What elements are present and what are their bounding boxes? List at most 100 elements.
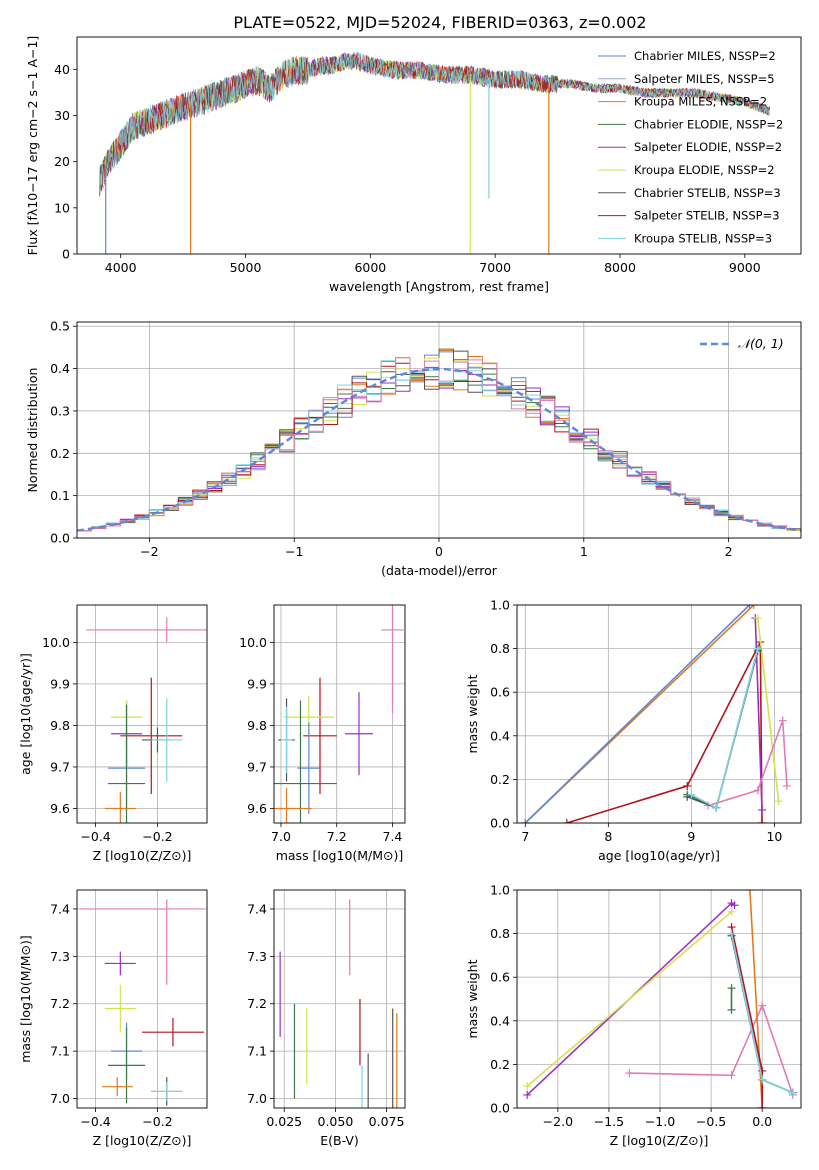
y-tick-label: 0.0 bbox=[490, 816, 510, 831]
y-axis-label: mass weight bbox=[465, 674, 480, 753]
y-tick-label: 40 bbox=[54, 62, 70, 77]
plus-marker bbox=[523, 1090, 532, 1099]
axes-frame bbox=[273, 889, 406, 1109]
panel-mass-weight-vs-age: 7 8 9 10 0.0 0.2 0.4 0.6 0.8 1.0 age [log10(age/yr… bbox=[465, 598, 802, 863]
y-tick-label: 0.0 bbox=[490, 1101, 510, 1116]
y-tick-label: 0.6 bbox=[490, 970, 510, 985]
x-axis-label: Z [log10(Z/Z⊙)] bbox=[610, 1133, 709, 1148]
plot-area-mass-vs-EBV bbox=[279, 899, 398, 1108]
y-tick-label: 0.2 bbox=[490, 1057, 510, 1072]
x-tick-label: 7.4 bbox=[383, 829, 403, 844]
x-tick-label: −0.4 bbox=[80, 1114, 110, 1129]
y-tick-label: 0.2 bbox=[50, 446, 70, 461]
panel-spectrum: 4000 5000 6000 7000 8000 9000 0 10 20 30 40 wavelen… bbox=[25, 36, 802, 294]
x-tick-label: −1.5 bbox=[594, 1114, 624, 1129]
x-tick-label: 0.075 bbox=[369, 1114, 405, 1129]
plus-marker bbox=[521, 819, 530, 823]
x-axis-label: Z [log10(Z/Z⊙)] bbox=[93, 848, 192, 863]
panel-mass-weight-vs-Z: −2.0 −1.5 −1.0 −0.5 0.0 0.0 0.2 0.4 0.6 0.8 1.0 Z [… bbox=[465, 883, 802, 1148]
y-tick-label: 0.4 bbox=[490, 1013, 510, 1028]
legend-entry: Kroupa STELIB, NSSP=3 bbox=[634, 231, 772, 245]
x-tick-label: 1 bbox=[580, 544, 588, 559]
plus-marker bbox=[753, 644, 762, 653]
plus-marker bbox=[753, 786, 762, 795]
x-axis-label: mass [log10(M/M⊙)] bbox=[276, 848, 404, 863]
plus-marker bbox=[727, 907, 736, 916]
mass-weight-line bbox=[754, 618, 763, 810]
x-tick-label: 9 bbox=[687, 829, 695, 844]
y-tick-label: 7.2 bbox=[247, 996, 267, 1011]
legend-entry: Salpeter ELODIE, NSSP=2 bbox=[634, 140, 782, 154]
y-tick-label: 9.8 bbox=[247, 718, 267, 733]
legend-entry: Salpeter MILES, NSSP=5 bbox=[634, 72, 775, 86]
y-tick-label: 9.6 bbox=[247, 801, 267, 816]
x-tick-label: 0.050 bbox=[318, 1114, 354, 1129]
y-tick-label: 0.8 bbox=[490, 926, 510, 941]
x-tick-label: 6000 bbox=[354, 260, 386, 275]
y-tick-label: 20 bbox=[54, 154, 70, 169]
x-axis-label: Z [log10(Z/Z⊙)] bbox=[93, 1133, 192, 1148]
y-axis-label: age [log10(age/yr)] bbox=[18, 653, 33, 775]
y-tick-label: 7.4 bbox=[247, 901, 267, 916]
y-tick-label: 7.1 bbox=[247, 1044, 267, 1059]
x-tick-label: 7 bbox=[521, 829, 529, 844]
panel-mass-vs-Z: −0.4 −0.2 7.0 7.1 7.2 7.3 7.4 Z [log10(Z/Z⊙)] ma… bbox=[18, 889, 208, 1148]
y-tick-label: 1.0 bbox=[490, 598, 510, 613]
spectrum-series-line bbox=[99, 52, 771, 197]
plus-marker bbox=[753, 614, 762, 623]
y-axis-label: Flux [fλ10−17 erg cm−2 s−1 A−1] bbox=[25, 36, 40, 256]
plus-marker bbox=[758, 1104, 767, 1108]
plus-marker bbox=[774, 797, 783, 806]
plus-marker bbox=[727, 1071, 736, 1080]
mass-weight-line bbox=[524, 605, 751, 823]
x-tick-label: 5000 bbox=[230, 260, 262, 275]
x-tick-label: −0.2 bbox=[142, 829, 172, 844]
plus-marker bbox=[687, 790, 696, 799]
mass-weight-line bbox=[526, 911, 733, 1087]
y-tick-label: 9.9 bbox=[247, 676, 267, 691]
plot-area-mass-weight-vs-Z bbox=[523, 890, 797, 1108]
mass-weight-line bbox=[629, 1003, 794, 1096]
y-tick-label: 0.4 bbox=[490, 728, 510, 743]
x-tick-label: 0.0 bbox=[752, 1114, 772, 1129]
plus-marker bbox=[523, 1082, 532, 1091]
y-tick-label: 9.9 bbox=[50, 676, 70, 691]
x-tick-label: −0.5 bbox=[696, 1114, 726, 1129]
x-tick-label: 0.025 bbox=[266, 1114, 302, 1129]
y-tick-label: 7.1 bbox=[50, 1044, 70, 1059]
x-tick-label: 7.0 bbox=[271, 829, 291, 844]
x-tick-label: 9000 bbox=[729, 260, 761, 275]
axes-frame bbox=[76, 321, 802, 539]
legend-entry: Kroupa ELODIE, NSSP=2 bbox=[634, 163, 775, 177]
x-tick-label: 7000 bbox=[479, 260, 511, 275]
axes-frame bbox=[516, 604, 802, 824]
y-axis-label: mass weight bbox=[465, 959, 480, 1038]
x-tick-label: −1.0 bbox=[645, 1114, 675, 1129]
x-tick-label: 7.2 bbox=[327, 829, 347, 844]
plus-marker bbox=[758, 1001, 767, 1010]
plus-marker bbox=[782, 781, 791, 790]
plus-marker bbox=[745, 890, 754, 894]
x-tick-label: −1 bbox=[285, 544, 303, 559]
plus-marker bbox=[683, 792, 692, 801]
plot-area-mass-vs-Z bbox=[80, 899, 204, 1106]
y-axis-label: Normed distribution bbox=[25, 368, 40, 493]
spectrum-legend: Chabrier MILES, NSSP=2 Salpeter MILES, NS… bbox=[598, 49, 783, 245]
plus-marker bbox=[757, 819, 766, 823]
histogram-legend: 𝒩(0, 1) bbox=[700, 336, 784, 351]
y-tick-label: 9.7 bbox=[50, 759, 70, 774]
plus-marker bbox=[625, 1069, 634, 1078]
plot-area-mass-weight-vs-age bbox=[521, 605, 791, 823]
plus-marker bbox=[730, 901, 739, 910]
y-tick-label: 9.7 bbox=[247, 759, 267, 774]
x-axis-label: (data-model)/error bbox=[381, 563, 498, 578]
x-axis-label: age [log10(age/yr)] bbox=[598, 848, 720, 863]
y-tick-label: 9.6 bbox=[50, 801, 70, 816]
y-tick-label: 1.0 bbox=[490, 883, 510, 898]
y-tick-label: 0.0 bbox=[50, 531, 70, 546]
y-tick-label: 0.2 bbox=[490, 772, 510, 787]
mass-weight-line bbox=[707, 720, 788, 807]
y-tick-label: 7.0 bbox=[50, 1091, 70, 1106]
